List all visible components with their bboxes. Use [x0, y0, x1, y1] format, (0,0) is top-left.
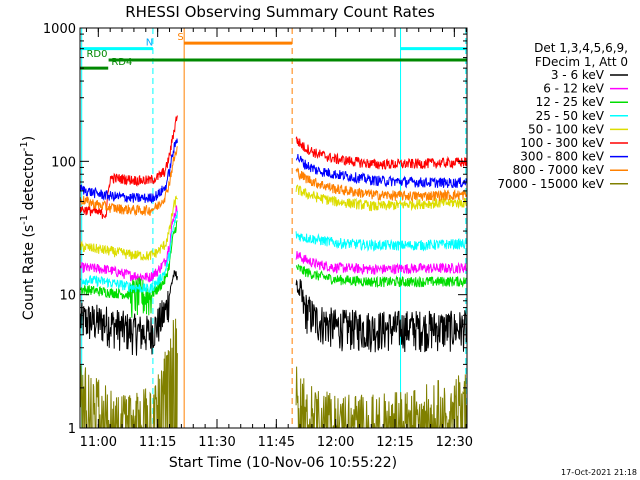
- y-axis-label-main: Count Rate (s: [21, 225, 37, 320]
- x-tick-label: 12:15: [376, 435, 413, 450]
- series-line-8-0: [80, 318, 178, 428]
- x-tick-label: 12:00: [317, 435, 354, 450]
- y-axis-label-end: ): [21, 136, 37, 141]
- status-label-rd4: RD4: [111, 57, 132, 68]
- series-line-6-0: [80, 138, 178, 204]
- series-line-0-0: [80, 270, 178, 356]
- x-tick-label: 11:00: [80, 435, 117, 450]
- legend-label: 6 - 12 keV: [543, 82, 605, 96]
- legend-label: 25 - 50 keV: [536, 109, 605, 123]
- y-axis-label: Count Rate (s-1 detector-1): [19, 136, 37, 320]
- series-line-8-1: [295, 366, 467, 428]
- y-axis: 1 10 100 1000: [43, 22, 467, 437]
- legend-label: 7000 - 15000 keV: [497, 177, 604, 191]
- status-label-s: S: [177, 32, 183, 43]
- series-line-7-1: [295, 167, 467, 203]
- y-axis-label-sup2: -1: [19, 141, 30, 151]
- series-line-1-1: [295, 251, 467, 276]
- series-line-2-1: [295, 264, 467, 289]
- series-line-2-0: [80, 220, 178, 318]
- plot-frame: [79, 27, 468, 429]
- chart-title: RHESSI Observing Summary Count Rates: [125, 3, 435, 21]
- x-tick-label: 11:15: [139, 435, 176, 450]
- legend-label: 300 - 800 keV: [520, 150, 604, 164]
- x-tick-label: 11:30: [198, 435, 235, 450]
- legend-label: 12 - 25 keV: [536, 95, 605, 109]
- x-tick-label: 12:30: [436, 435, 473, 450]
- status-label-n: N: [146, 38, 153, 49]
- y-tick-label: 10: [59, 289, 76, 304]
- y-axis-label-mid: detector: [21, 151, 37, 215]
- series-line-4-1: [295, 184, 467, 212]
- y-tick-label: 1: [68, 422, 76, 437]
- legend: Det 1,3,4,5,6,9, FDecim 1, Att 0 3 - 6 k…: [497, 41, 628, 191]
- plot-area: N S RD0 RD4: [80, 28, 467, 428]
- legend-label: 100 - 300 keV: [520, 136, 604, 150]
- y-tick-label: 1000: [43, 22, 76, 37]
- y-tick-label: 100: [51, 155, 76, 170]
- x-axis-label: Start Time (10-Nov-06 10:55:22): [169, 455, 397, 471]
- x-axis: 11:00 11:15 11:30 11:45 12:00 12:15 12:30: [80, 28, 473, 450]
- series-line-0-1: [295, 279, 467, 353]
- legend-label: 3 - 6 keV: [551, 68, 605, 82]
- series-line-5-0: [80, 115, 178, 219]
- series-line-4-0: [80, 195, 178, 262]
- status-label-rd0: RD0: [86, 49, 107, 60]
- plot-content: [80, 28, 467, 428]
- legend-header-2: FDecim 1, Att 0: [535, 55, 628, 69]
- series-line-7-0: [80, 146, 178, 217]
- y-axis-label-sup1: -1: [19, 215, 30, 225]
- series-line-6-1: [296, 154, 467, 189]
- footer-date: 17-Oct-2021 21:18: [561, 468, 637, 477]
- legend-label: 800 - 7000 keV: [513, 163, 605, 177]
- series-line-1-0: [80, 205, 178, 283]
- legend-label: 50 - 100 keV: [528, 122, 605, 136]
- series-line-5-1: [295, 136, 467, 170]
- legend-header-1: Det 1,3,4,5,6,9,: [534, 41, 628, 55]
- series-line-3-0: [80, 211, 178, 294]
- x-tick-label: 11:45: [258, 435, 295, 450]
- series-line-3-1: [295, 231, 467, 252]
